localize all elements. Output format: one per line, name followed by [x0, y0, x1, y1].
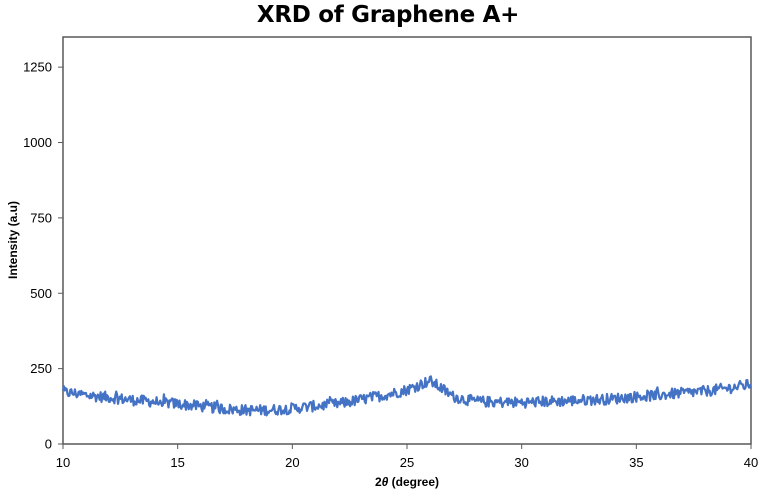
- x-tick-label: 40: [744, 455, 758, 470]
- y-axis-label: Intensity (a.u): [6, 201, 20, 279]
- x-axis-label-suffix: (degree): [388, 475, 439, 489]
- y-tick-label: 1000: [23, 135, 52, 150]
- x-tick-label: 35: [629, 455, 643, 470]
- y-tick-label: 250: [30, 361, 52, 376]
- y-tick-label: 500: [30, 286, 52, 301]
- y-tick-label: 750: [30, 210, 52, 225]
- y-tick-label: 0: [45, 437, 52, 452]
- y-axis: 0 250 500 750 1000 1250: [23, 60, 63, 452]
- x-axis: 10 15 20 25 30 35 40: [56, 444, 758, 470]
- plot-area: [62, 36, 752, 445]
- y-tick-label: 1250: [23, 60, 52, 75]
- x-tick-label: 20: [285, 455, 299, 470]
- x-axis-label: 2θ (degree): [375, 475, 439, 489]
- theta-symbol: θ: [382, 475, 389, 489]
- x-axis-label-prefix: 2: [375, 475, 382, 489]
- x-tick-label: 15: [170, 455, 184, 470]
- chart-title: XRD of Graphene A+: [256, 2, 520, 28]
- x-tick-label: 30: [514, 455, 528, 470]
- data-series-line: [61, 375, 753, 417]
- x-tick-label: 10: [56, 455, 70, 470]
- x-tick-label: 25: [400, 455, 414, 470]
